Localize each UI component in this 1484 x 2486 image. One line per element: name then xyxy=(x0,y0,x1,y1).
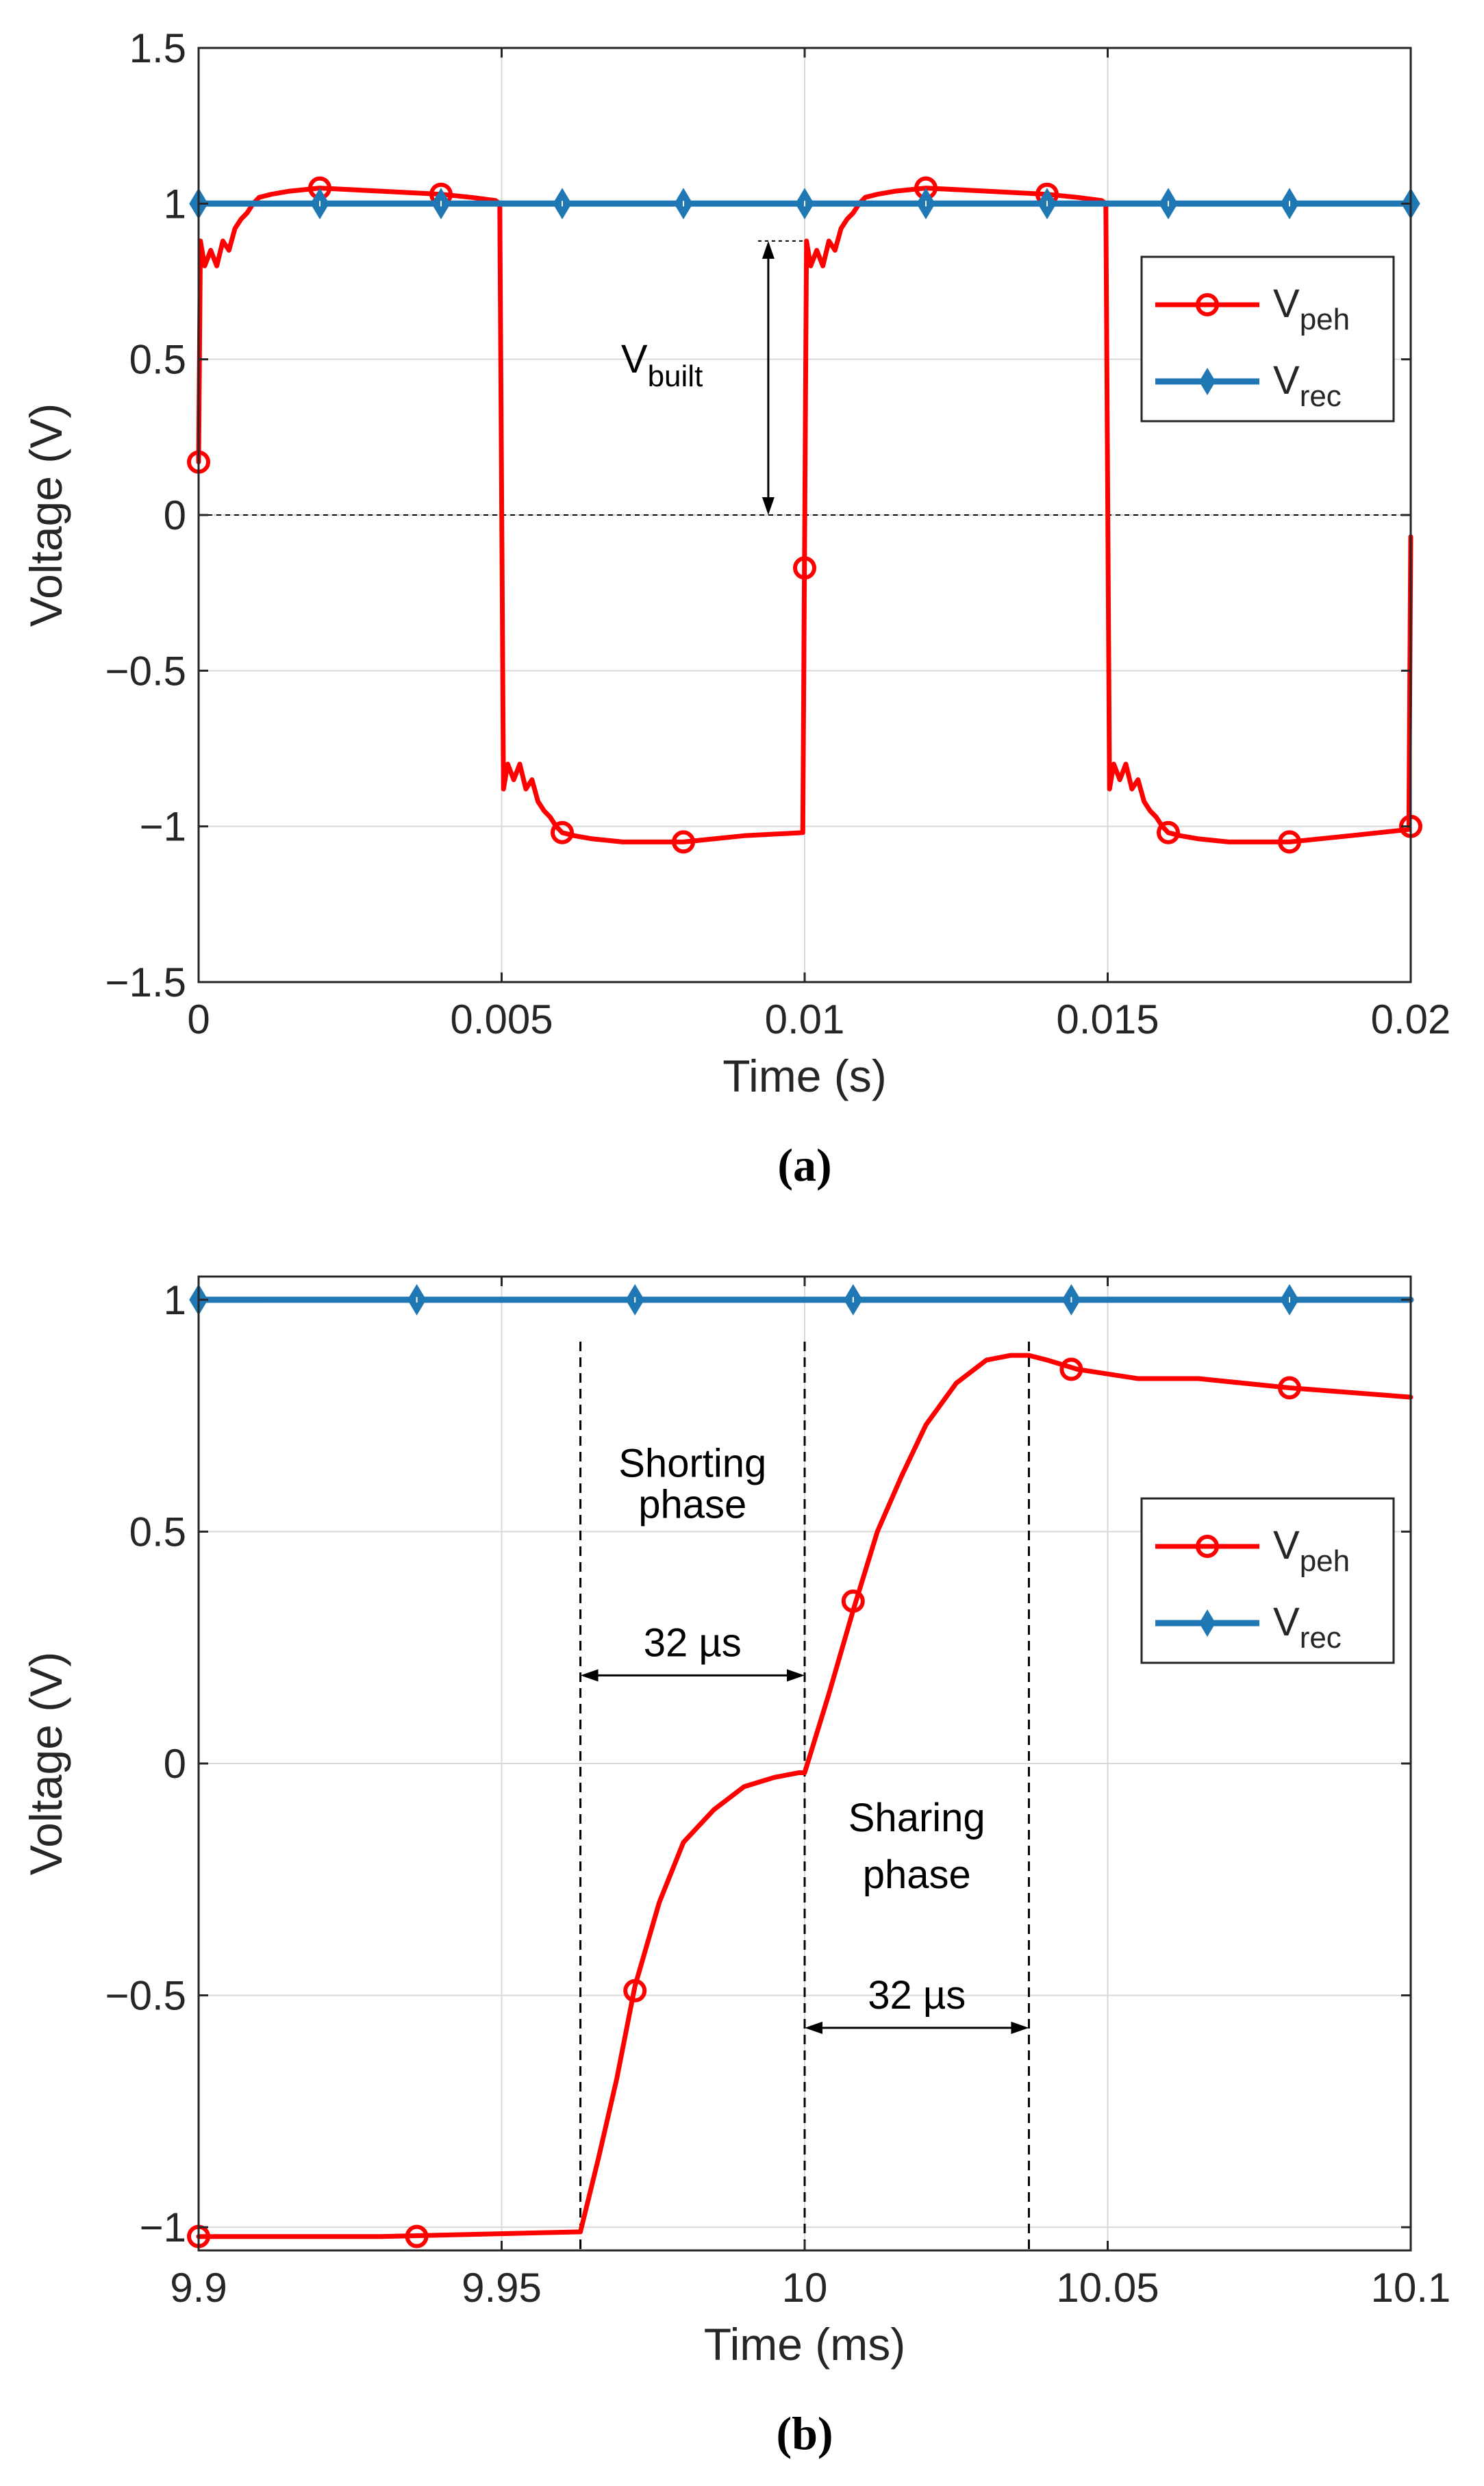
panel-a-chart: Vbuilt 0 0.005 0.01 0.015 0.02 −1.5 −1 −0.5 0 0.5 1… xyxy=(21,25,1450,1191)
legend-label-main: V xyxy=(1273,1600,1300,1644)
legend-label-sub: peh xyxy=(1300,303,1350,336)
y-axis-label: Voltage (V) xyxy=(21,403,71,627)
vbuilt-arrow-head-up xyxy=(762,240,775,259)
vbuilt-label-sub: built xyxy=(648,360,703,393)
x-tick-label: 0 xyxy=(187,996,210,1042)
y-tick-label: 1.5 xyxy=(129,25,186,71)
x-tick-label: 0.02 xyxy=(1371,996,1451,1042)
legend-label-main: V xyxy=(1273,358,1300,403)
y-tick-label: −1 xyxy=(140,804,186,850)
y-tick-label: 0.5 xyxy=(129,337,186,383)
shorting-arrow-head-left xyxy=(580,1669,599,1682)
series-peh-marker xyxy=(1278,830,1301,854)
sharing-arrow-head-right xyxy=(1011,2021,1029,2034)
legend-label-sub: peh xyxy=(1300,1544,1350,1578)
legend-box xyxy=(1140,1497,1395,1664)
x-tick-label: 10 xyxy=(782,2265,828,2311)
legend-label-main: V xyxy=(1273,1523,1300,1568)
legend-rec-marker xyxy=(1199,368,1216,395)
legend-peh-label: Vpeh xyxy=(1273,1523,1350,1578)
legend-rec-marker xyxy=(1199,1609,1216,1637)
vbuilt-label: Vbuilt xyxy=(621,337,703,393)
x-axis-label: Time (ms) xyxy=(704,2319,906,2370)
series-peh-marker xyxy=(841,1590,865,1613)
x-tick-label: 0.005 xyxy=(450,996,553,1042)
series-peh-marker xyxy=(405,2224,429,2248)
shorting-duration-label: 32 µs xyxy=(644,1620,742,1665)
sharing-arrow-head-left xyxy=(805,2021,822,2034)
y-tick-label: −0.5 xyxy=(105,1973,186,2019)
series-peh-marker xyxy=(551,820,574,844)
legend-rec-label: Vrec xyxy=(1273,358,1342,413)
series-peh-marker xyxy=(1059,1357,1083,1381)
shorting-arrow-head-right xyxy=(787,1669,805,1682)
legend-peh-marker xyxy=(1196,1535,1219,1558)
x-tick-label: 10.1 xyxy=(1371,2265,1451,2311)
legend-rec-label: Vrec xyxy=(1273,1600,1342,1655)
vbuilt-label-main: V xyxy=(621,337,648,381)
series-peh-marker xyxy=(1157,820,1180,844)
x-tick-label: 9.9 xyxy=(170,2265,227,2311)
legend-peh-label: Vpeh xyxy=(1273,281,1350,336)
y-tick-label: 0.5 xyxy=(129,1509,186,1555)
y-tick-label: −0.5 xyxy=(105,648,186,694)
y-tick-label: −1 xyxy=(140,2205,186,2250)
panel-label: (b) xyxy=(776,2407,833,2459)
series-peh-marker xyxy=(672,830,695,854)
sharing-phase-label-line-1: Sharing xyxy=(848,1796,985,1840)
y-tick-label: 0 xyxy=(164,492,186,538)
series-peh-marker xyxy=(1278,1376,1301,1400)
sharing-duration-label: 32 µs xyxy=(868,1973,966,2018)
y-tick-label: 1 xyxy=(164,181,186,227)
sharing-phase-label-line-2: phase xyxy=(863,1853,971,1897)
vbuilt-arrow-head-down xyxy=(762,497,775,515)
x-axis-label: Time (s) xyxy=(722,1051,887,1101)
legend-peh-marker xyxy=(1196,293,1219,316)
legend-label-sub: rec xyxy=(1300,379,1342,413)
series-peh-marker xyxy=(793,556,816,580)
y-axis-label: Voltage (V) xyxy=(21,1652,71,1876)
y-tick-label: −1.5 xyxy=(105,959,186,1005)
x-tick-label: 0.01 xyxy=(765,996,845,1042)
x-tick-label: 9.95 xyxy=(462,2265,542,2311)
x-tick-label: 0.015 xyxy=(1056,996,1159,1042)
legend-label-main: V xyxy=(1273,281,1300,326)
legend-label-sub: rec xyxy=(1300,1621,1342,1655)
legend-box xyxy=(1140,255,1395,423)
shorting-phase-label-line-1: Shorting xyxy=(618,1441,766,1485)
shorting-phase-label-line-2: phase xyxy=(638,1482,746,1527)
x-tick-label: 10.05 xyxy=(1056,2265,1159,2311)
panel-label: (a) xyxy=(777,1139,831,1191)
y-tick-label: 1 xyxy=(164,1277,186,1323)
y-tick-label: 0 xyxy=(164,1741,186,1787)
series-peh-line xyxy=(196,186,1413,844)
series-peh-marker xyxy=(623,1979,647,2002)
